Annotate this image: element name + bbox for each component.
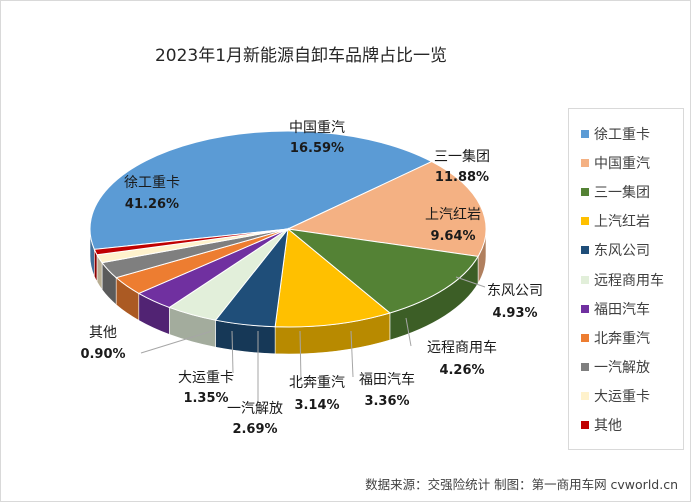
leader-line-大运重卡	[231, 330, 234, 374]
chart-title: 2023年1月新能源自卸车品牌占比一览	[154, 46, 448, 66]
legend-item: 上汽红岩	[569, 207, 683, 236]
legend-item: 三一集团	[569, 177, 683, 206]
legend-label: 远程商用车	[594, 272, 664, 289]
pie-slice-上汽红岩	[274, 228, 391, 328]
legend-label: 上汽红岩	[594, 214, 650, 231]
pie-slice-其他	[93, 228, 289, 256]
legend-item: 北奔重汽	[569, 323, 683, 352]
data-label-name-东风公司: 东风公司	[487, 283, 543, 299]
legend-item: 中国重汽	[569, 148, 683, 177]
legend-label: 大运重卡	[594, 389, 650, 406]
legend-swatch	[581, 158, 589, 167]
legend-swatch	[581, 392, 589, 401]
data-label-value-大运重卡: 1.35%	[183, 391, 228, 406]
data-label-name-上汽红岩: 上汽红岩	[425, 207, 481, 223]
legend-swatch	[581, 333, 589, 342]
pie-slice-中国重汽	[286, 161, 487, 257]
data-label-name-中国重汽: 中国重汽	[289, 120, 345, 136]
data-label-value-福田汽车: 3.36%	[364, 394, 409, 409]
pie-slice-三一集团	[286, 228, 479, 314]
legend-swatch	[581, 217, 589, 226]
data-label-name-远程商用车: 远程商用车	[427, 339, 497, 356]
data-label-value-北奔重汽: 3.14%	[294, 398, 339, 413]
legend-item: 远程商用车	[569, 265, 683, 294]
legend-item: 福田汽车	[569, 294, 683, 323]
legend-item: 东风公司	[569, 236, 683, 265]
legend-swatch	[581, 421, 589, 430]
legend-swatch	[581, 246, 589, 255]
data-labels: 徐工重卡 41.26% 中国重汽 16.59% 三一集团 11.88% 上汽红岩 9.64% 东…	[80, 120, 543, 437]
data-label-name-其他: 其他	[89, 325, 117, 341]
legend-swatch	[581, 129, 589, 138]
leader-line-远程商用车	[405, 317, 412, 347]
legend-label: 徐工重卡	[594, 126, 650, 143]
legend-label: 东风公司	[594, 243, 650, 260]
data-label-name-大运重卡: 大运重卡	[178, 370, 234, 386]
legend-item: 一汽解放	[569, 353, 683, 382]
leader-line-东风公司	[455, 276, 486, 288]
data-label-value-徐工重卡: 41.26%	[125, 197, 179, 212]
leader-line-北奔重汽	[299, 330, 302, 382]
legend-swatch	[581, 275, 589, 284]
legend-label: 中国重汽	[594, 155, 650, 172]
legend-swatch	[581, 363, 589, 372]
data-label-name-福田汽车: 福田汽车	[359, 371, 415, 388]
leader-line-福田汽车	[350, 330, 354, 378]
data-label-value-远程商用车: 4.26%	[439, 363, 484, 378]
legend-item: 其他	[569, 411, 683, 440]
source-note: 数据来源：交强险统计 制图：第一商用车网 cvworld.cn	[365, 477, 678, 492]
legend-item: 徐工重卡	[569, 119, 683, 148]
data-label-name-徐工重卡: 徐工重卡	[124, 175, 180, 191]
pie-slice-徐工重卡	[89, 130, 433, 250]
data-label-value-中国重汽: 16.59%	[290, 141, 344, 156]
leader-line-其他	[140, 330, 213, 354]
legend-item: 大运重卡	[569, 382, 683, 411]
legend-label: 福田汽车	[594, 301, 650, 318]
legend-label: 一汽解放	[594, 360, 650, 377]
data-label-value-东风公司: 4.93%	[492, 306, 537, 321]
legend-label: 三一集团	[594, 184, 650, 201]
legend-swatch	[581, 187, 589, 196]
legend-label: 北奔重汽	[594, 330, 650, 347]
data-label-name-一汽解放: 一汽解放	[227, 401, 283, 417]
data-label-value-上汽红岩: 9.64%	[430, 229, 475, 244]
pie-top	[89, 130, 487, 328]
data-label-name-三一集团: 三一集团	[434, 148, 490, 165]
data-label-value-三一集团: 11.88%	[435, 170, 489, 185]
legend-swatch	[581, 304, 589, 313]
data-label-value-一汽解放: 2.69%	[232, 422, 277, 437]
data-label-name-北奔重汽: 北奔重汽	[289, 375, 345, 391]
legend-label: 其他	[594, 418, 622, 435]
data-label-value-其他: 0.90%	[80, 347, 125, 362]
legend: 徐工重卡中国重汽三一集团上汽红岩东风公司远程商用车福田汽车北奔重汽一汽解放大运重…	[568, 108, 684, 450]
